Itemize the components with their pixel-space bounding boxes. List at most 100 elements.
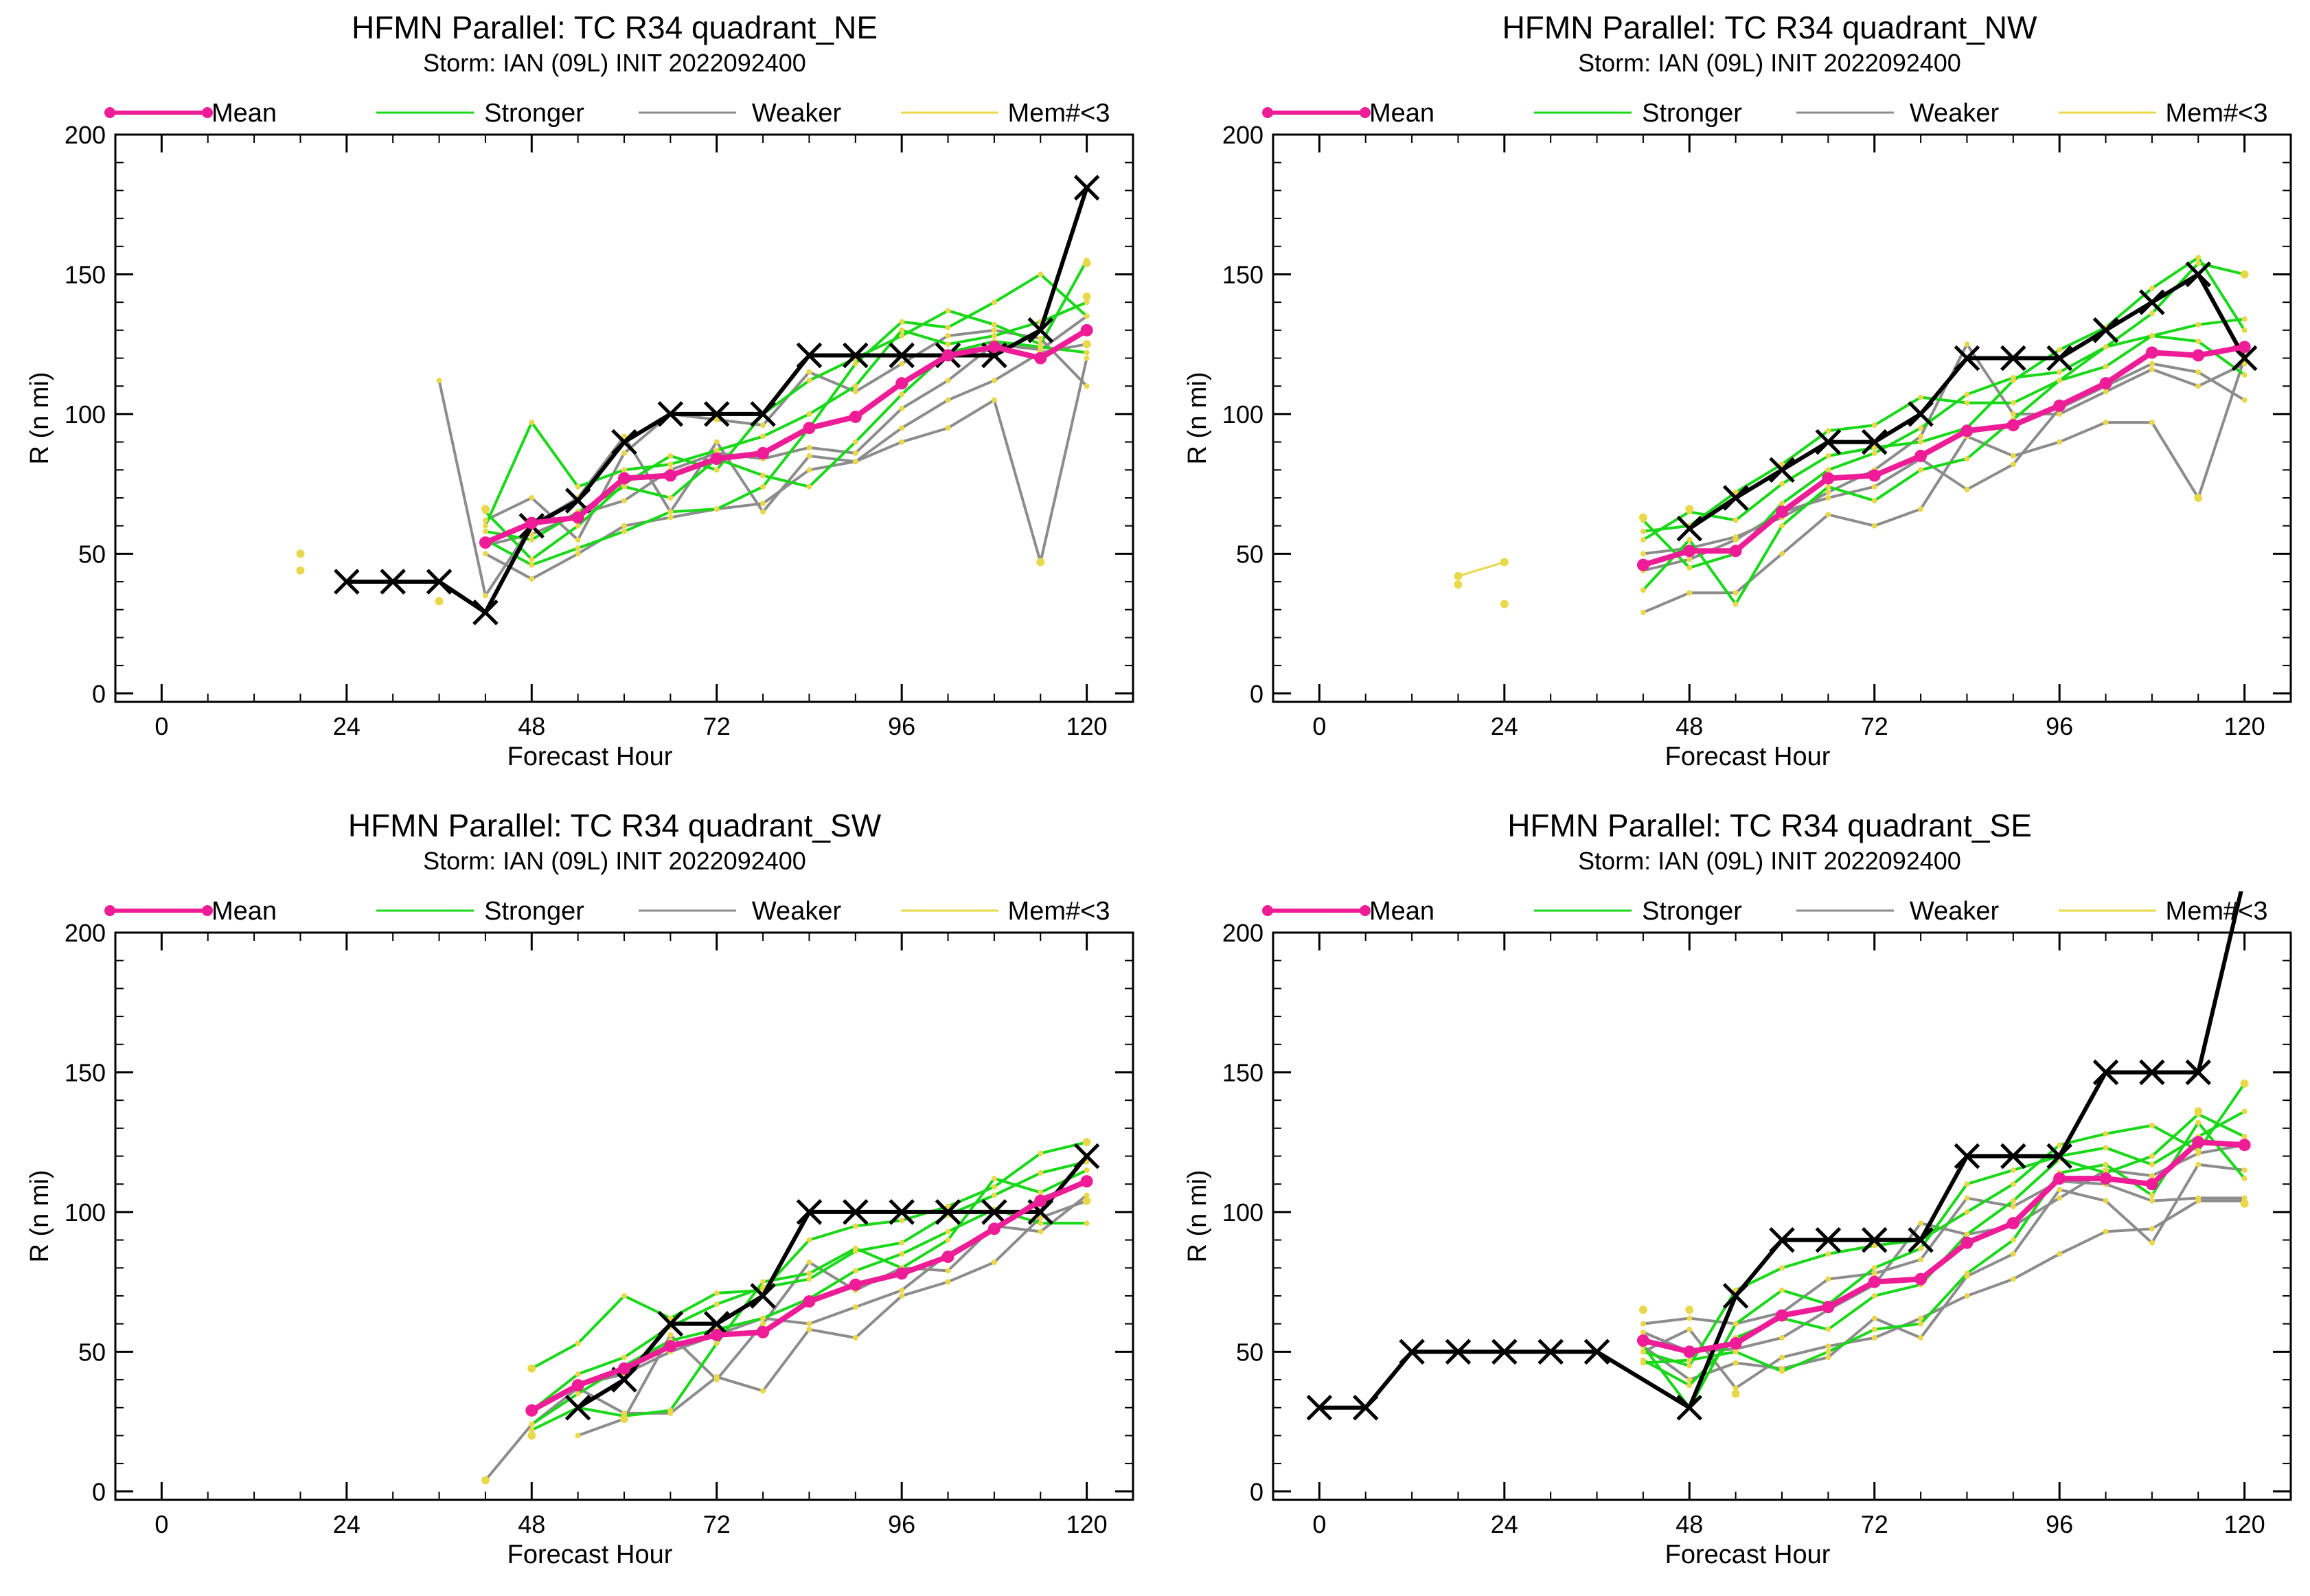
member-point <box>945 324 951 330</box>
member-point <box>1686 1377 1693 1383</box>
x-tick-label: 0 <box>155 712 168 740</box>
member-point <box>2149 1240 2155 1246</box>
weaker-member-line <box>1642 1163 2245 1382</box>
member-point <box>945 1268 951 1274</box>
member-point <box>2057 369 2063 375</box>
member-point <box>1871 523 1877 529</box>
member-point <box>1084 350 1090 356</box>
x-tick-label: 48 <box>518 712 545 740</box>
chart-title: HFMN Parallel: TC R34 quadrant_NW <box>1502 10 2037 45</box>
member-point <box>1038 344 1044 350</box>
legend-label: Stronger <box>484 897 584 926</box>
member-point <box>1640 551 1646 557</box>
member-point <box>1640 587 1646 593</box>
legend-label: Mean <box>1369 897 1434 926</box>
y-axis-label: R (n mi) <box>25 372 54 464</box>
member-point <box>899 327 905 333</box>
member-point <box>2241 1108 2248 1115</box>
member-point <box>2149 420 2155 426</box>
mean-point <box>1034 1194 1047 1207</box>
chart-title: HFMN Parallel: TC R34 quadrant_NE <box>352 10 878 45</box>
x-axis-label: Forecast Hour <box>1665 1540 1831 1569</box>
member-point <box>2010 1198 2016 1204</box>
x-tick-label: 72 <box>1861 712 1888 740</box>
member-point <box>621 498 627 504</box>
x-tick-label: 24 <box>1491 712 1518 740</box>
member-point <box>1779 1265 1785 1271</box>
mean-point <box>571 1379 584 1392</box>
member-point <box>2241 1176 2248 1182</box>
observed-marker <box>2000 1143 2026 1170</box>
member-point <box>1964 1292 1970 1299</box>
member-point <box>991 332 997 339</box>
observed-marker <box>1399 1338 1425 1365</box>
mean-point <box>1914 1273 1928 1286</box>
y-tick-label: 200 <box>1222 121 1263 149</box>
member-point <box>1038 271 1044 277</box>
x-tick-label: 24 <box>333 1510 361 1538</box>
y-tick-label: 100 <box>1222 1198 1263 1227</box>
member-point <box>1871 1315 1877 1321</box>
mean-point <box>1914 449 1928 462</box>
members-lt3-point <box>296 566 305 575</box>
chart-panel-3: HFMN Parallel: TC R34 quadrant_SW Storm: … <box>25 808 1134 1569</box>
member-point <box>2149 332 2155 339</box>
member-point <box>2103 1130 2109 1137</box>
x-tick-label: 24 <box>333 712 361 740</box>
member-point <box>2103 1145 2109 1151</box>
weaker-member-line <box>1643 343 2245 556</box>
chart-subtitle: Storm: IAN (09L) INIT 2022092400 <box>423 847 806 875</box>
observed-marker <box>2233 865 2256 889</box>
member-point <box>1918 433 1924 440</box>
legend-label: Weaker <box>752 99 842 128</box>
member-point <box>1686 1382 1693 1389</box>
x-tick-label: 96 <box>888 1510 915 1538</box>
member-point <box>1964 486 1970 492</box>
mean-point <box>618 472 630 485</box>
chart-subtitle: Storm: IAN (09L) INIT 2022092400 <box>423 49 806 77</box>
observed-marker <box>1861 429 1888 455</box>
mean-point <box>987 341 1000 354</box>
plot-frame <box>114 133 1134 703</box>
member-point <box>945 332 951 339</box>
members-lt3-point <box>1082 1138 1091 1147</box>
member-point <box>2010 375 2016 380</box>
chart-panel-1: HFMN Parallel: TC R34 quadrant_NE Storm: … <box>25 10 1134 771</box>
mean-point <box>895 377 908 390</box>
member-point <box>2149 1192 2155 1198</box>
member-point <box>1038 1220 1044 1227</box>
member-point <box>1686 1326 1693 1332</box>
member-point <box>760 501 766 507</box>
member-point <box>621 528 627 534</box>
stronger-member-line <box>484 273 1088 567</box>
legend-label: Mem#<3 <box>2166 897 2268 926</box>
member-point <box>2103 1161 2109 1167</box>
member-point <box>760 472 766 479</box>
member-point <box>529 1422 535 1428</box>
member-point <box>2149 1161 2155 1167</box>
weaker-member-line <box>1643 357 2246 614</box>
member-point <box>2195 1195 2202 1201</box>
y-tick-label: 0 <box>92 1478 106 1506</box>
mean-point <box>664 1340 677 1353</box>
observed-marker <box>1073 174 1100 201</box>
mean-point <box>479 536 492 549</box>
observed-marker <box>1769 457 1795 483</box>
mean-point <box>525 516 538 529</box>
legend-item: Stronger <box>1534 99 1742 128</box>
member-point <box>899 1251 905 1257</box>
member-point <box>2057 1195 2063 1201</box>
member-point <box>667 1315 674 1321</box>
observed-marker <box>750 1283 776 1309</box>
member-point <box>1686 590 1693 596</box>
member-point <box>1779 1354 1785 1360</box>
observed-marker <box>2139 289 2165 315</box>
member-point <box>899 425 905 431</box>
y-tick-label: 200 <box>65 919 106 947</box>
chart-panel-4: HFMN Parallel: TC R34 quadrant_SE Storm: … <box>1183 808 2292 1569</box>
member-point <box>945 341 951 347</box>
member-point <box>529 420 535 426</box>
member-point <box>1038 1215 1044 1221</box>
legend-label: Weaker <box>1910 99 2000 128</box>
member-point <box>2010 1276 2016 1282</box>
